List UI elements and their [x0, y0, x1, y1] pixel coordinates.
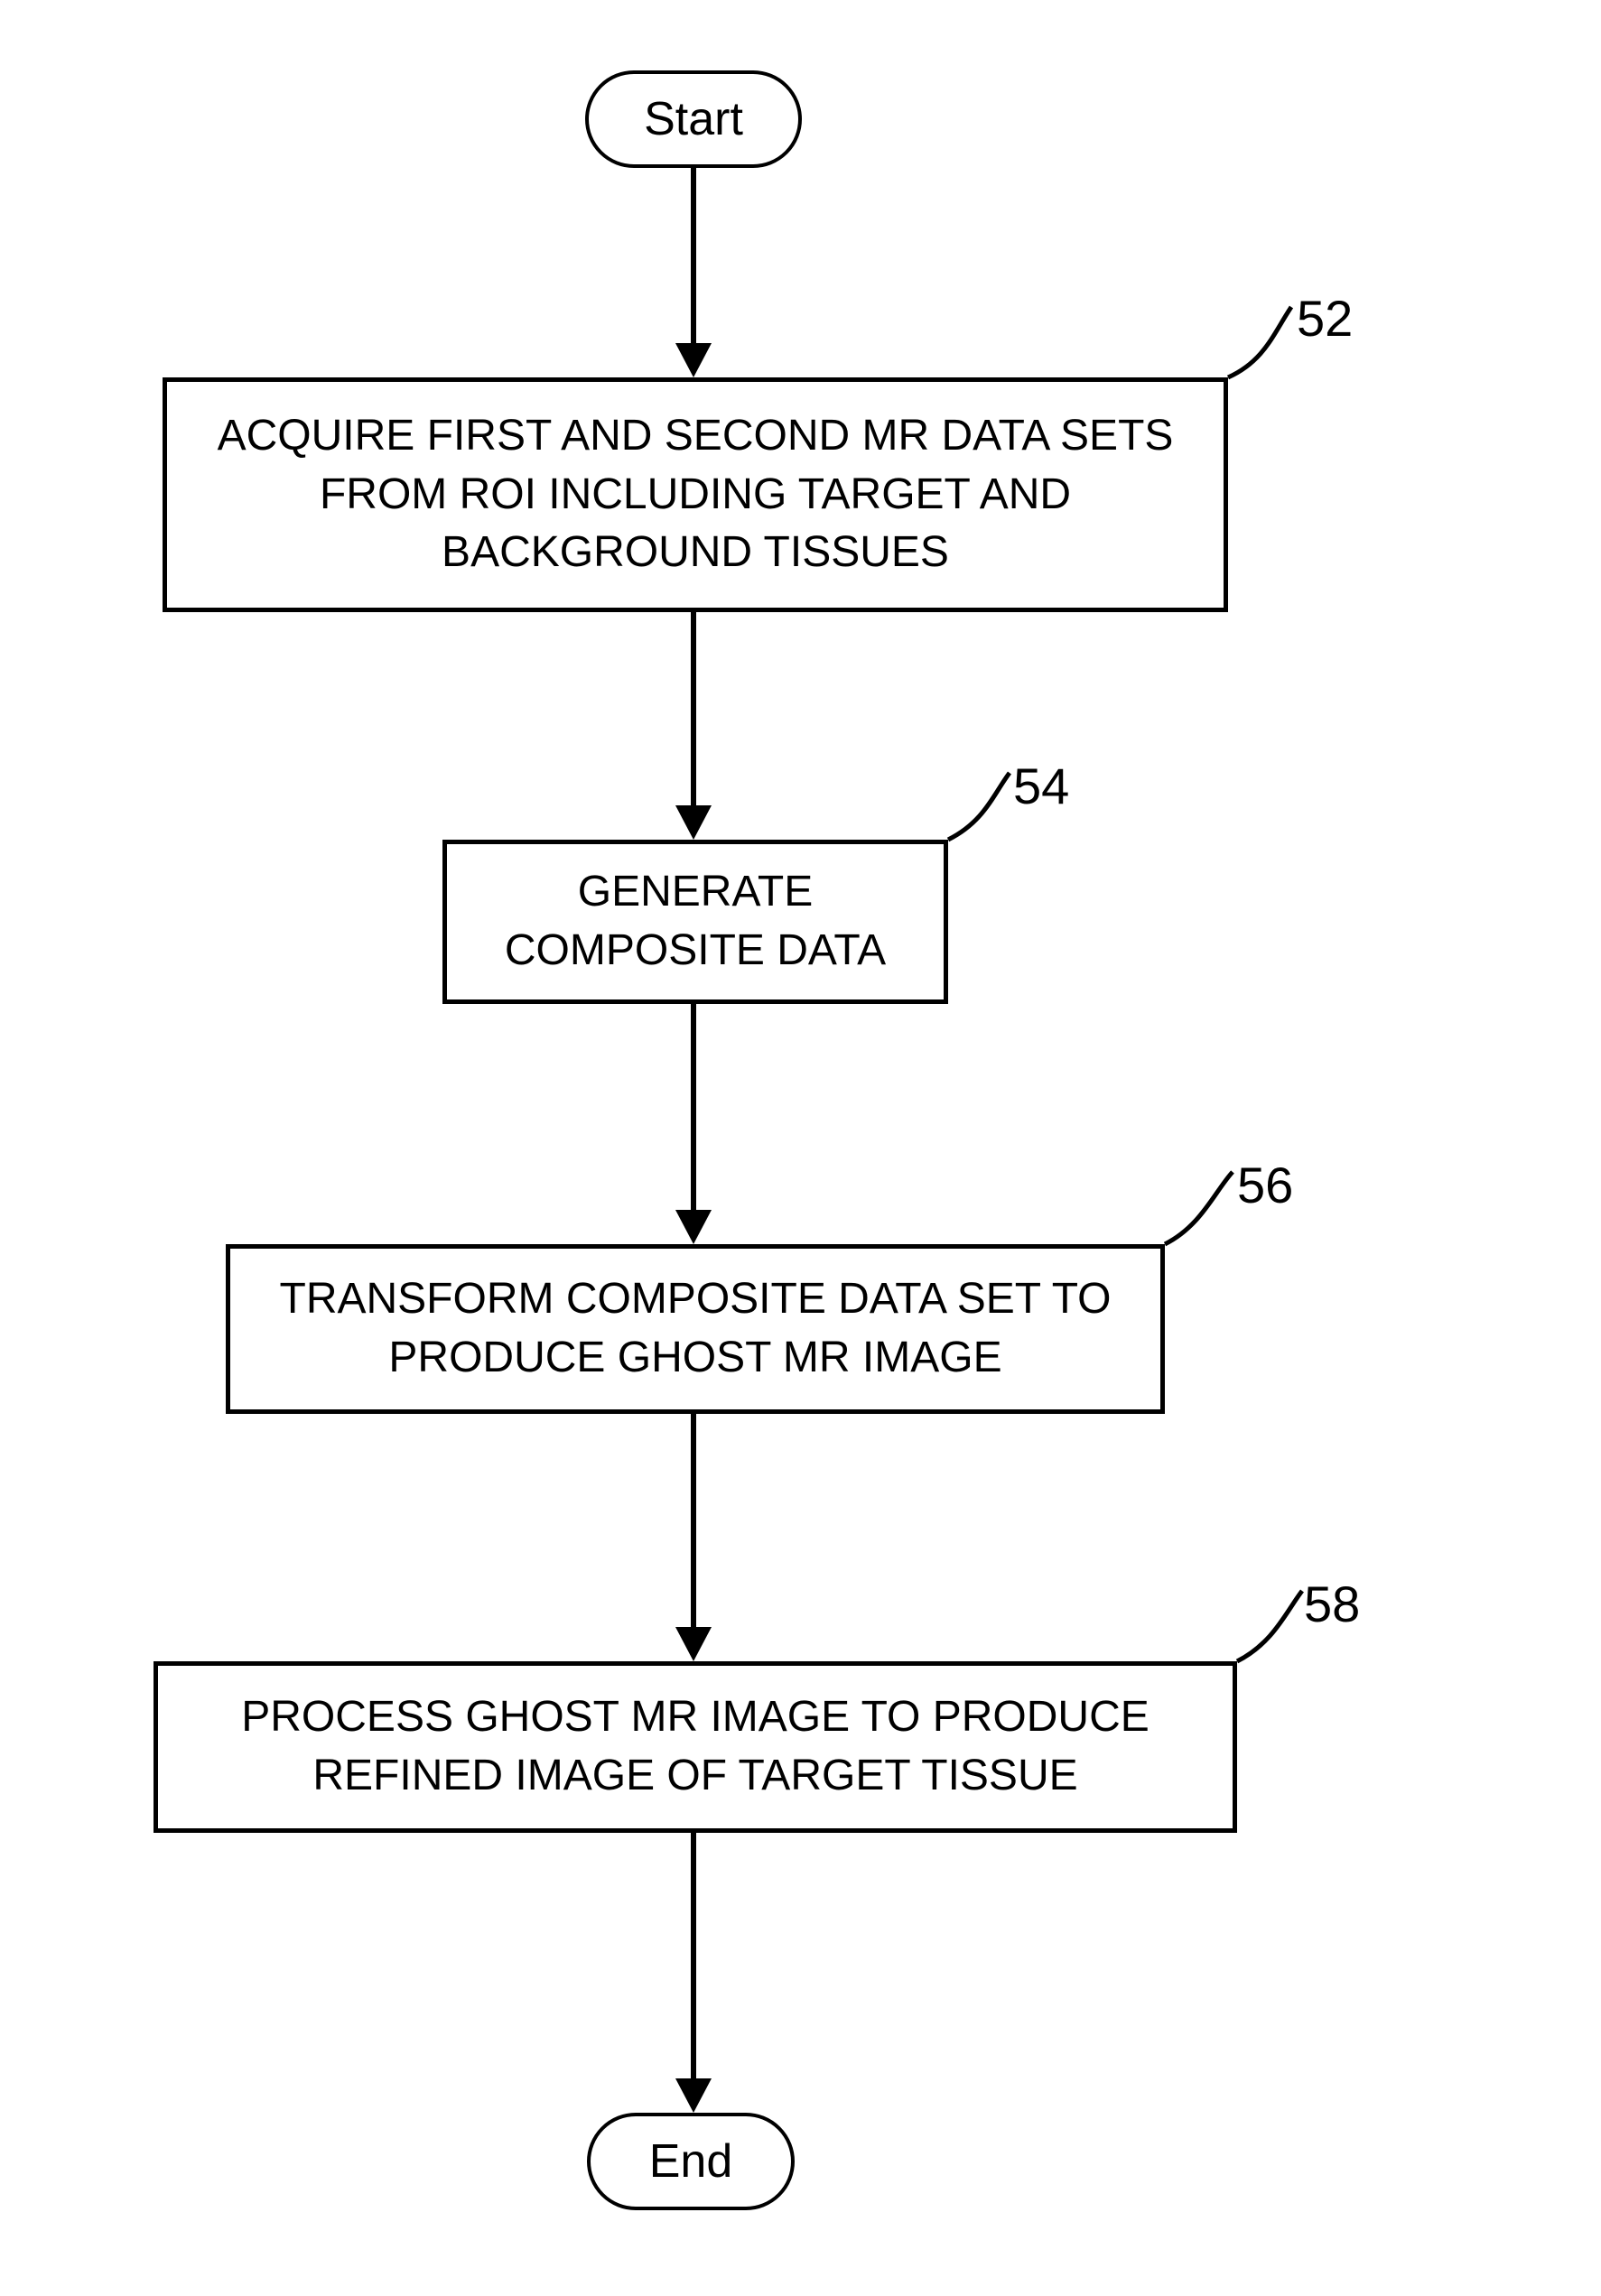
arrow-5-head: [675, 2078, 712, 2113]
end-label: End: [649, 2134, 733, 2189]
lead-line-58: [0, 0, 1601, 2296]
ref-label-58: 58: [1304, 1575, 1360, 1633]
arrow-5-line: [691, 1833, 696, 2078]
end-terminal: End: [587, 2113, 795, 2210]
flowchart-container: Start ACQUIRE FIRST AND SECOND MR DATA S…: [0, 0, 1601, 2291]
